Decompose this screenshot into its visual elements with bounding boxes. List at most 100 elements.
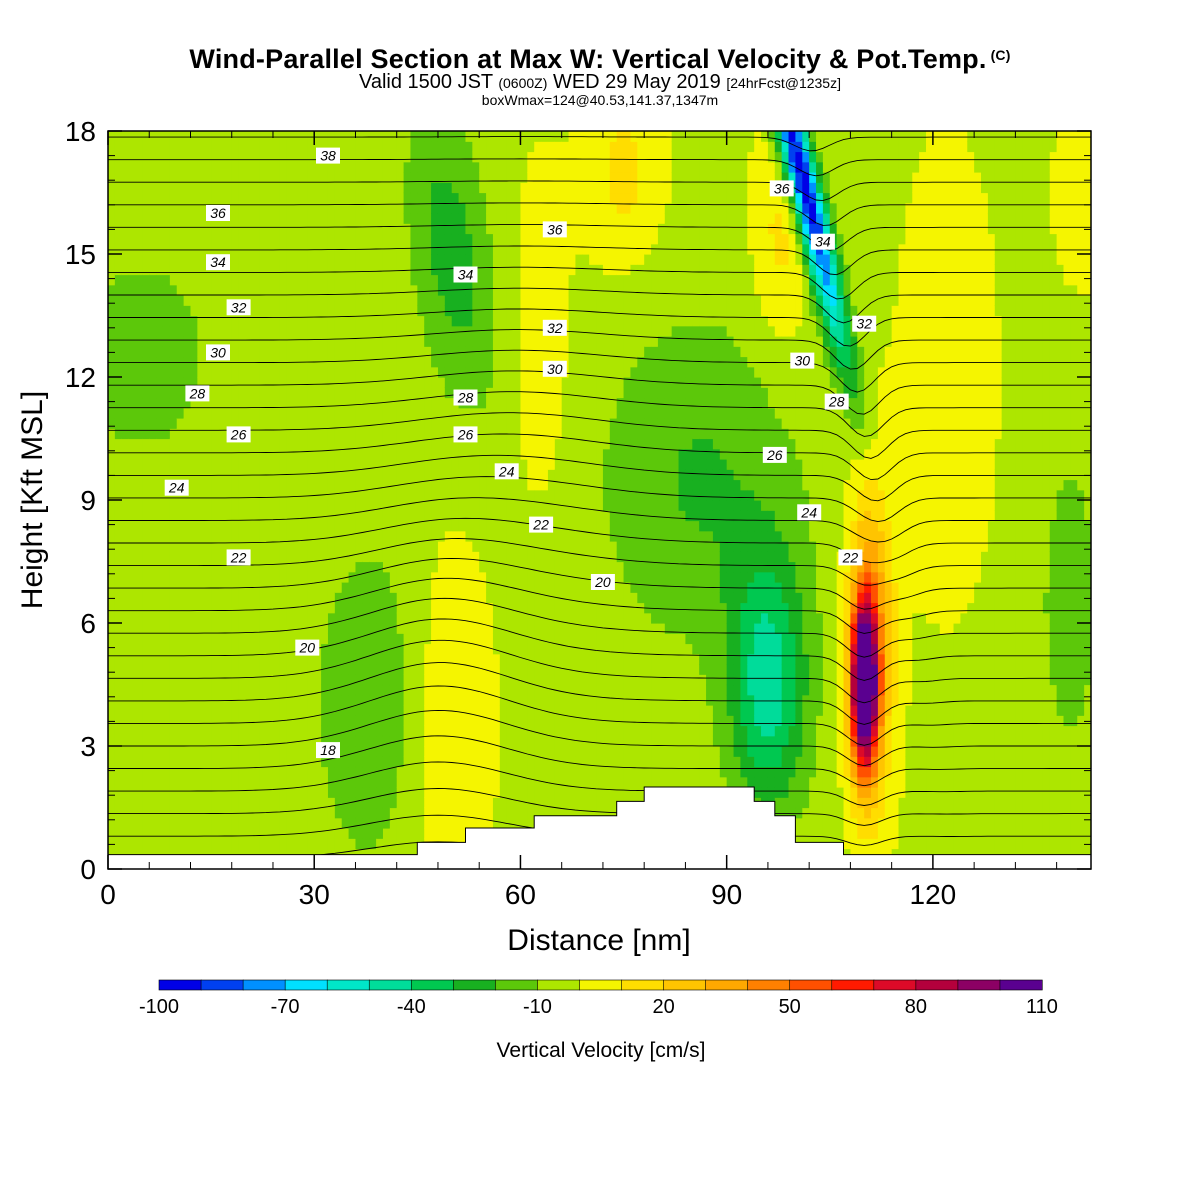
velocity-cell	[307, 428, 315, 440]
velocity-cell	[486, 807, 494, 819]
velocity-cell	[238, 243, 247, 255]
velocity-cell	[300, 571, 308, 583]
velocity-cell	[444, 459, 453, 470]
velocity-cell	[568, 192, 577, 204]
velocity-cell	[135, 479, 143, 491]
velocity-cell	[307, 479, 315, 491]
velocity-cell	[327, 541, 336, 552]
velocity-cell	[410, 305, 418, 317]
velocity-cell	[341, 264, 350, 276]
velocity-cell	[403, 674, 412, 686]
velocity-cell	[286, 551, 295, 563]
velocity-cell	[424, 131, 432, 142]
velocity-cell	[479, 151, 487, 163]
velocity-cell	[547, 489, 556, 501]
velocity-cell	[348, 356, 357, 368]
velocity-cell	[431, 787, 439, 798]
velocity-cell	[389, 582, 398, 593]
velocity-cell	[183, 407, 192, 419]
velocity-cell	[245, 131, 253, 142]
velocity-cell	[369, 797, 377, 809]
velocity-cell	[389, 469, 398, 481]
velocity-cell	[534, 377, 542, 388]
velocity-cell	[382, 336, 391, 347]
velocity-cell	[534, 366, 542, 378]
velocity-cell	[121, 182, 130, 194]
velocity-cell	[362, 541, 370, 552]
velocity-cell	[410, 746, 418, 757]
velocity-cell	[190, 705, 198, 716]
velocity-cell	[266, 838, 274, 850]
velocity-cell	[369, 582, 377, 593]
velocity-cell	[513, 797, 522, 809]
velocity-cell	[162, 469, 171, 481]
velocity-cell	[396, 633, 405, 645]
velocity-cell	[431, 407, 439, 419]
velocity-cell	[479, 766, 487, 778]
velocity-cell	[479, 510, 487, 522]
velocity-cell	[162, 561, 171, 573]
velocity-cell	[231, 264, 240, 276]
velocity-cell	[437, 428, 446, 440]
velocity-cell	[492, 571, 501, 583]
velocity-cell	[238, 151, 247, 163]
velocity-cell	[554, 674, 563, 686]
velocity-cell	[231, 141, 240, 153]
velocity-cell	[224, 828, 233, 839]
velocity-cell	[231, 459, 240, 470]
velocity-cell	[266, 479, 274, 491]
velocity-cell	[286, 530, 295, 542]
velocity-cell	[183, 336, 192, 347]
velocity-cell	[437, 592, 446, 604]
velocity-cell	[314, 705, 322, 716]
velocity-cell	[499, 151, 508, 163]
velocity-cell	[252, 592, 260, 604]
velocity-cell	[465, 653, 473, 665]
velocity-cell	[506, 254, 515, 265]
velocity-cell	[492, 325, 501, 337]
velocity-cell	[149, 182, 157, 194]
velocity-cell	[527, 243, 535, 255]
velocity-cell	[149, 571, 157, 583]
velocity-cell	[293, 551, 302, 563]
velocity-cell	[259, 489, 267, 501]
velocity-cell	[238, 715, 247, 727]
velocity-cell	[534, 418, 542, 429]
velocity-cell	[568, 633, 577, 645]
velocity-cell	[272, 500, 281, 511]
velocity-cell	[245, 602, 253, 614]
velocity-cell	[327, 817, 336, 829]
velocity-cell	[307, 284, 315, 296]
velocity-cell	[321, 592, 329, 604]
velocity-cell	[156, 356, 164, 368]
velocity-cell	[527, 469, 535, 481]
velocity-cell	[190, 264, 198, 276]
velocity-cell	[231, 653, 240, 665]
velocity-cell	[176, 202, 185, 214]
velocity-cell	[417, 448, 425, 460]
velocity-cell	[362, 407, 370, 419]
velocity-cell	[334, 797, 343, 809]
velocity-cell	[568, 356, 577, 368]
velocity-cell	[314, 284, 322, 296]
velocity-cell	[231, 756, 240, 768]
velocity-cell	[162, 500, 171, 511]
velocity-cell	[162, 510, 171, 522]
velocity-cell	[238, 336, 247, 347]
velocity-cell	[169, 131, 178, 142]
velocity-cell	[554, 469, 563, 481]
velocity-cell	[217, 725, 226, 737]
velocity-cell	[293, 202, 302, 214]
velocity-cell	[321, 192, 329, 204]
velocity-cell	[135, 131, 143, 142]
velocity-cell	[224, 735, 233, 747]
velocity-cell	[369, 561, 377, 573]
velocity-cell	[472, 653, 480, 665]
velocity-cell	[156, 807, 164, 819]
velocity-cell	[190, 418, 198, 429]
velocity-cell	[128, 797, 137, 809]
velocity-cell	[513, 397, 522, 409]
velocity-cell	[108, 418, 116, 429]
velocity-cell	[382, 428, 391, 440]
velocity-cell	[286, 838, 295, 850]
